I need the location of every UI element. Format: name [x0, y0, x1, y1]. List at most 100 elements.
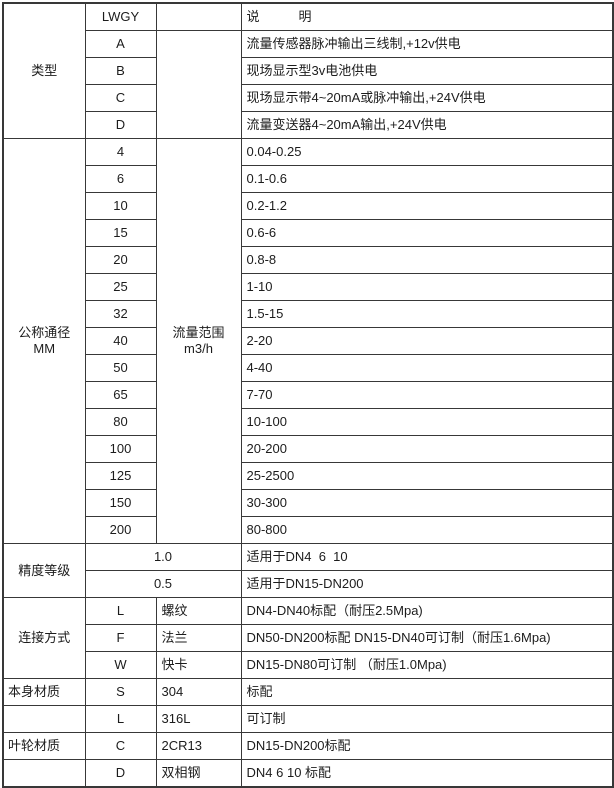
model-code-header: LWGY: [84, 2, 157, 31]
accuracy-desc: 适用于DN15-DN200: [240, 570, 614, 598]
flow-range-value: 1-10: [240, 273, 614, 301]
diameter-size: 200: [84, 516, 157, 544]
diameter-size: 25: [84, 273, 157, 301]
table-row: A 流量传感器脉冲输出三线制,+12v供电: [3, 30, 614, 139]
flow-range-value: 0.8-8: [240, 246, 614, 274]
accuracy-section-label: 精度等级: [2, 543, 86, 598]
type-desc: 流量传感器脉冲输出三线制,+12v供电: [240, 30, 614, 58]
table-row: 50 4-40: [3, 354, 614, 382]
table-row: 32 1.5-15: [3, 300, 614, 328]
diameter-size: 6: [84, 165, 157, 193]
flow-range-value: 20-200: [240, 435, 614, 463]
material-name: 双相钢: [155, 759, 242, 788]
table-row: B 现场显示型3v电池供电: [3, 57, 614, 85]
table-row: 100 20-200: [3, 435, 614, 463]
diameter-size: 150: [84, 489, 157, 517]
table-row: 公称通径 MM 4 流量范围 m3/h 0.04-0.25: [2, 138, 614, 544]
material-desc: DN15-DN200标配: [240, 732, 614, 760]
accuracy-class-value: 1.0: [84, 543, 242, 571]
type-desc: 现场显示型3v电池供电: [240, 57, 614, 85]
empty-cell: [2, 705, 86, 733]
diameter-size: 4: [84, 138, 157, 166]
diameter-size: 32: [84, 300, 157, 328]
table-row: F 法兰 DN50-DN200标配 DN15-DN40可订制（耐压1.6Mpa): [3, 624, 614, 652]
diameter-size: 80: [84, 408, 157, 436]
diameter-size: 50: [84, 354, 157, 382]
connection-section-label: 连接方式: [2, 597, 86, 679]
table-row: 80 10-100: [3, 408, 614, 436]
table-row: D 流量变送器4~20mA输出,+24V供电: [3, 111, 614, 139]
diameter-size: 15: [84, 219, 157, 247]
connection-code: L: [84, 597, 157, 625]
table-row: D 双相钢 DN4 6 10 标配: [2, 759, 614, 788]
table-row: 200 80-800: [3, 516, 614, 544]
type-desc: 流量变送器4~20mA输出,+24V供电: [240, 111, 614, 139]
flow-range-value: 0.2-1.2: [240, 192, 614, 220]
material-name: 304: [155, 678, 242, 706]
flow-range-value: 7-70: [240, 381, 614, 409]
table-row: 15 0.6-6: [3, 219, 614, 247]
material-code: D: [84, 759, 157, 788]
table-row: 叶轮材质 C 2CR13 DN15-DN200标配: [2, 732, 614, 760]
table-row: 65 7-70: [3, 381, 614, 409]
connection-name: 螺纹: [155, 597, 242, 625]
table-row: 10 0.2-1.2: [3, 192, 614, 220]
table-row: 40 2-20: [3, 327, 614, 355]
material-name: 2CR13: [155, 732, 242, 760]
table-row: L 316L 可订制: [2, 705, 614, 733]
diameter-size: 65: [84, 381, 157, 409]
flow-range-value: 1.5-15: [240, 300, 614, 328]
table-row: 125 25-2500: [3, 462, 614, 490]
table-row: 本身材质 S 304 标配: [2, 678, 614, 706]
diameter-size: 20: [84, 246, 157, 274]
description-header: 说 明: [240, 2, 614, 31]
flow-range-value: 0.6-6: [240, 219, 614, 247]
table-row: 连接方式 L 螺纹 DN4-DN40标配（耐压2.5Mpa): [2, 597, 614, 679]
table-row: 25 1-10: [3, 273, 614, 301]
table-row: C 现场显示带4~20mA或脉冲输出,+24V供电: [3, 84, 614, 112]
flow-range-value: 10-100: [240, 408, 614, 436]
table-row: 6 0.1-0.6: [3, 165, 614, 193]
material-desc: 可订制: [240, 705, 614, 733]
flow-range-value: 80-800: [240, 516, 614, 544]
table-row: 20 0.8-8: [3, 246, 614, 274]
connection-desc: DN4-DN40标配（耐压2.5Mpa): [240, 597, 614, 625]
body-material-section-label: 本身材质: [2, 678, 86, 706]
type-code: C: [84, 84, 157, 112]
diameter-size: 40: [84, 327, 157, 355]
material-desc: 标配: [240, 678, 614, 706]
flow-range-value: 0.04-0.25: [240, 138, 614, 166]
diameter-section-label: 公称通径 MM: [2, 138, 86, 544]
type-code: B: [84, 57, 157, 85]
flow-range-value: 2-20: [240, 327, 614, 355]
connection-desc: DN50-DN200标配 DN15-DN40可订制（耐压1.6Mpa): [240, 624, 614, 652]
flow-range-value: 30-300: [240, 489, 614, 517]
type-code: D: [84, 111, 157, 139]
connection-name: 法兰: [155, 624, 242, 652]
diameter-size: 125: [84, 462, 157, 490]
material-code: S: [84, 678, 157, 706]
material-name: 316L: [155, 705, 242, 733]
flow-range-value: 0.1-0.6: [240, 165, 614, 193]
diameter-size: 10: [84, 192, 157, 220]
table-row: 150 30-300: [3, 489, 614, 517]
table-row: 精度等级 1.0 适用于DN4 6 10: [2, 543, 614, 598]
flow-range-value: 4-40: [240, 354, 614, 382]
empty-cell: [155, 30, 242, 139]
material-desc: DN4 6 10 标配: [240, 759, 614, 788]
connection-code: W: [84, 651, 157, 679]
accuracy-desc: 适用于DN4 6 10: [240, 543, 614, 571]
flow-range-label: 流量范围 m3/h: [155, 138, 242, 544]
table-row: 类型 LWGY 说 明: [2, 2, 614, 139]
type-code: A: [84, 30, 157, 58]
empty-cell: [155, 2, 242, 31]
material-code: L: [84, 705, 157, 733]
material-code: C: [84, 732, 157, 760]
empty-cell: [2, 759, 86, 788]
accuracy-class-value: 0.5: [84, 570, 242, 598]
type-desc: 现场显示带4~20mA或脉冲输出,+24V供电: [240, 84, 614, 112]
table-row: W 快卡 DN15-DN80可订制 （耐压1.0Mpa): [3, 651, 614, 679]
connection-desc: DN15-DN80可订制 （耐压1.0Mpa): [240, 651, 614, 679]
type-section-label: 类型: [2, 2, 86, 139]
table-row: 0.5 适用于DN15-DN200: [3, 570, 614, 598]
